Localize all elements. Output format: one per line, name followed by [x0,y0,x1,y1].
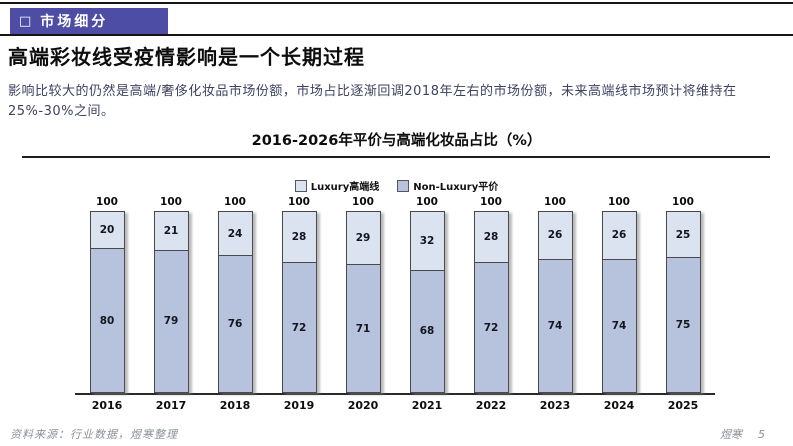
chart-title-underline [22,156,770,158]
square-bullet-icon: □ [19,13,32,29]
x-axis-label-2020: 2020 [347,399,379,412]
total-value-label: 100 [480,196,502,209]
total-value-label: 100 [544,196,566,209]
top-border-line [0,2,793,4]
x-axis-label-2023: 2023 [539,399,571,412]
header-divider-line [0,34,793,36]
total-value-label: 100 [288,196,310,209]
stacked-bar-2016: 20 80 [89,211,125,393]
bar-segment-0-2016: 20 [90,212,124,248]
bar-segment-1-2025: 75 [666,257,700,392]
section-header-label: 市场细分 [40,14,109,30]
stacked-bar-2021: 32 68 [409,211,445,393]
bar-group-2019: 100 28 72 [267,196,331,393]
bar-segment-1-2017: 79 [154,249,188,392]
x-axis-label-2025: 2025 [667,399,699,412]
bar-segment-0-2025: 25 [666,212,700,257]
x-axis-label-2016: 2016 [91,399,123,412]
x-axis-label-2022: 2022 [475,399,507,412]
x-axis-label-2021: 2021 [411,399,443,412]
bar-segment-0-2018: 24 [218,212,252,256]
footer-right-group: 煜寒 5 [720,426,765,442]
bar-segment-1-2019: 72 [282,262,316,392]
total-value-label: 100 [352,196,374,209]
section-header-bar: □ 市场细分 [10,8,168,34]
bar-segment-1-2021: 68 [410,269,444,392]
bar-group-2025: 100 25 75 [651,196,715,393]
bar-group-2020: 100 29 71 [331,196,395,393]
total-value-label: 100 [96,196,118,208]
x-axis-label-2017: 2017 [155,399,187,412]
legend-label: Non-Luxury平价 [413,182,499,193]
bar-group-2022: 100 28 72 [459,196,523,393]
total-value-label: 100 [160,196,182,209]
legend-swatch-icon [294,179,307,192]
stacked-bar-2022: 28 72 [473,211,509,393]
body-paragraph: 影响比较大的仍然是高端/奢侈化妆品市场份额，市场占比逐渐回调2018年左右的市场… [8,84,737,119]
bar-group-2018: 100 24 76 [203,196,267,393]
bar-segment-1-2024: 74 [602,258,636,392]
bar-segment-0-2021: 32 [410,212,444,270]
bar-segment-0-2024: 26 [602,212,636,259]
bar-group-2024: 100 26 74 [587,196,651,393]
bar-segment-0-2022: 28 [474,212,508,263]
bar-group-2021: 100 32 68 [395,196,459,393]
stacked-bar-2024: 26 74 [601,211,637,393]
bar-segment-1-2016: 80 [90,248,124,392]
page-title: 高端彩妆线受疫情影响是一个长期过程 [8,45,365,69]
bar-group-2017: 100 21 79 [139,196,203,393]
bar-segment-0-2023: 26 [538,212,572,259]
legend-item-1: Non-Luxury平价 [397,178,498,193]
legend-item-0: Luxury高端线 [294,178,380,193]
stacked-bar-2025: 25 75 [665,211,701,393]
bar-segment-0-2020: 29 [346,212,380,265]
bar-group-2016: 100 20 80 [75,196,139,393]
x-axis-label-2024: 2024 [603,399,635,412]
footer-source-text: 资料来源：行业数据，煜寒整理 [10,428,178,441]
legend-label: Luxury高端线 [310,182,380,193]
plot-area: 100 20 80 100 21 79 100 24 76 100 28 72 100 29 71 100 32… [75,196,715,395]
chart-title: 2016-2026年平价与高端化妆品占比（%） [251,133,542,149]
bar-segment-1-2018: 76 [218,255,252,392]
x-axis-label-2018: 2018 [219,399,251,412]
bar-segment-1-2020: 71 [346,264,380,392]
legend-swatch-icon [397,179,410,192]
stacked-bar-2018: 24 76 [217,211,253,393]
bar-segment-0-2017: 21 [154,212,188,250]
bar-segment-1-2023: 74 [538,258,572,392]
page-number: 5 [758,427,765,441]
stacked-bar-2023: 26 74 [537,211,573,393]
bar-segment-0-2019: 28 [282,212,316,263]
bar-group-2023: 100 26 74 [523,196,587,393]
total-value-label: 100 [416,196,438,209]
total-value-label: 100 [608,196,630,209]
stacked-bar-2020: 29 71 [345,211,381,393]
total-value-label: 100 [224,196,246,209]
total-value-label: 100 [672,196,694,208]
x-axis-label-2019: 2019 [283,399,315,412]
x-axis-labels: 2016 2017 2018 2019 2020 2021 2022 2023 2024 2025 [75,399,715,412]
chart-legend: Luxury高端线 Non-Luxury平价 [0,178,793,193]
bar-segment-1-2022: 72 [474,262,508,392]
stacked-bar-2017: 21 79 [153,211,189,393]
footer-brand: 煜寒 [720,428,742,441]
stacked-bar-2019: 28 72 [281,211,317,393]
